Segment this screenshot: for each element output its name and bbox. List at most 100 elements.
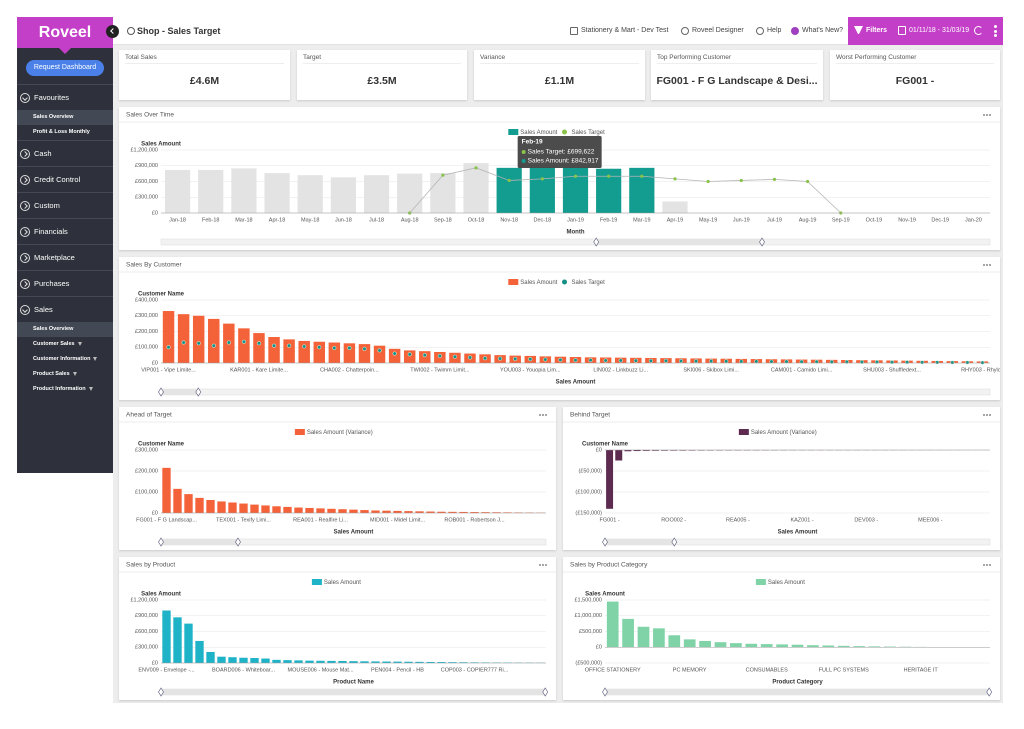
bar (206, 499, 215, 513)
header-icon (791, 27, 799, 35)
request-dashboard-button[interactable]: Request Dashboard (26, 60, 104, 76)
menu-item[interactable]: Product Information (17, 382, 113, 397)
bar (745, 643, 758, 648)
line-marker (441, 173, 445, 177)
x-tick-label: CHA002 - Chatterpoin... (320, 367, 379, 373)
point (950, 360, 955, 365)
menu-item[interactable]: Sales Overview (17, 322, 113, 337)
bar (239, 657, 248, 663)
bar (437, 511, 446, 513)
menu-section[interactable]: Sales (17, 296, 113, 322)
icon (20, 253, 30, 263)
bar (264, 173, 290, 213)
bar (268, 337, 280, 363)
menu-section[interactable]: Favourites (17, 84, 113, 110)
x-tick-label: Oct-18 (468, 217, 485, 223)
bar (231, 168, 257, 213)
scrollbar-handle (602, 537, 608, 547)
chevron (21, 255, 28, 261)
back-button[interactable] (106, 25, 119, 38)
line-marker (507, 178, 511, 183)
tooltip-dot (521, 150, 526, 154)
menu-section[interactable]: Cash (17, 140, 113, 166)
x-tick-label: LIN002 - Linkbuzz Li... (593, 367, 648, 373)
menu-item[interactable]: Customer Sales (17, 337, 113, 352)
point (588, 358, 593, 363)
chart-panel: Ahead of Target Sales Amount (Variance) £0… (119, 407, 556, 550)
point (980, 360, 985, 365)
menu-section-label: Sales (34, 305, 53, 314)
menu-item[interactable]: Sales Overview (17, 110, 113, 125)
header-link[interactable]: Stationery & Mart - Dev Test (581, 27, 669, 34)
bar (239, 503, 248, 513)
menu-section[interactable]: Purchases (17, 270, 113, 296)
header-link[interactable]: Roveel Designer (692, 27, 744, 34)
x-tick-label: YOU003 - Youopia Lim... (500, 367, 561, 373)
point (241, 339, 246, 344)
scrollbar-handle (158, 387, 164, 397)
menu-dot (986, 414, 988, 416)
y-axis-title: Customer Name (582, 442, 629, 448)
bar (651, 450, 659, 451)
menu-section[interactable]: Financials (17, 218, 113, 244)
menu-section[interactable]: Custom (17, 192, 113, 218)
line-marker (540, 177, 544, 181)
x-tick-label: Jul-19 (767, 217, 782, 223)
bar (382, 510, 391, 513)
point (724, 359, 729, 364)
bar (853, 646, 865, 648)
x-tick-label: HERITAGE IT (904, 667, 939, 673)
x-tick-label: Dec-19 (931, 217, 949, 223)
scrollbar-window (161, 389, 199, 395)
menu-section-label: Cash (34, 149, 52, 158)
header-link[interactable]: What's New? (802, 27, 844, 34)
date-range[interactable]: 01/11/18 - 31/03/19 (909, 27, 970, 34)
bar (184, 494, 193, 513)
kpi-card: Target £3.5M (297, 50, 467, 100)
legend-label: Sales Target (572, 280, 606, 286)
x-tick-label: COP003 - COPIER777 Ri... (441, 667, 509, 673)
header-link[interactable]: Help (767, 27, 782, 34)
header-icon (756, 27, 764, 35)
bar (683, 639, 696, 648)
menu-section[interactable]: Credit Control (17, 166, 113, 192)
refresh-button[interactable] (974, 26, 983, 35)
icon (20, 93, 30, 103)
legend-label: Sales Target (572, 130, 606, 136)
menu-item[interactable]: Product Sales (17, 367, 113, 382)
y-tick-label: £0 (152, 510, 158, 516)
menu-item[interactable]: Profit & Loss Monthly (17, 125, 113, 140)
kpi-card: Variance £1.1M (474, 50, 645, 100)
menu-section-label: Credit Control (34, 175, 81, 184)
bar (261, 505, 270, 513)
x-tick-label: FULL PC SYSTEMS (819, 667, 870, 673)
filters-button[interactable]: Filters (866, 27, 888, 34)
x-tick-label: Nov-19 (898, 217, 916, 223)
filter-icon (88, 386, 93, 391)
bar (426, 661, 435, 663)
scrollbar-handle (158, 537, 164, 547)
menu-item-label: Product Sales (33, 367, 77, 382)
x-tick-label: MOUSE006 - Mouse Mat... (287, 667, 353, 673)
bar (298, 340, 310, 363)
x-tick-label: Feb-19 (600, 217, 617, 223)
logo[interactable]: Roveel (17, 17, 113, 48)
scrollbar-handle (602, 687, 608, 697)
bar (195, 640, 204, 663)
more-menu[interactable] (993, 25, 997, 38)
icon (20, 201, 30, 211)
point (543, 357, 548, 362)
menu-item[interactable]: Customer Information (17, 352, 113, 367)
bar (349, 661, 358, 663)
bar (272, 659, 281, 663)
chevron (110, 28, 116, 34)
legend-swatch (562, 279, 567, 285)
bar (327, 660, 336, 663)
bar (807, 645, 819, 648)
bar (637, 626, 650, 648)
y-tick-label: £600,000 (135, 179, 158, 185)
kpi-label: Worst Performing Customer (836, 52, 994, 64)
menu-section[interactable]: Marketplace (17, 244, 113, 270)
y-tick-label: £100,000 (135, 345, 158, 351)
bar (624, 450, 632, 452)
